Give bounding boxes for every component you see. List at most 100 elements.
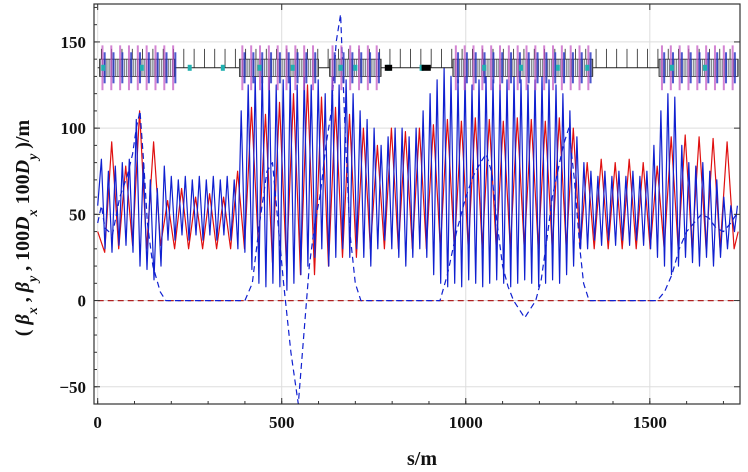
lattice-sextupole — [465, 52, 468, 84]
lattice-quadrupole — [552, 45, 555, 91]
x-tick-label: 1500 — [633, 413, 667, 432]
lattice-sextupole — [342, 52, 345, 84]
lattice-sextupole — [733, 52, 736, 84]
y-axis-title-part: β — [12, 314, 34, 326]
lattice-sextupole — [571, 52, 574, 84]
lattice-sextupole — [261, 52, 264, 84]
series-d-x-x100- — [97, 13, 737, 404]
axis-ticks: 0 500 1000 1500 −50 0 50 100 150 — [59, 4, 740, 432]
lattice-sextupole — [369, 52, 372, 84]
y-axis-title: ( βx , βy , 100Dx 100Dy )/m — [12, 119, 41, 336]
lattice-marker — [518, 64, 523, 71]
lattice-sextupole — [492, 52, 495, 84]
lattice-quadrupole — [312, 45, 315, 91]
lattice-marker — [187, 64, 192, 71]
y-tick-label: 0 — [78, 292, 87, 311]
lattice-quadrupole — [525, 45, 528, 91]
lattice-quadrupole — [303, 45, 306, 91]
x-tick-label: 500 — [269, 413, 295, 432]
lattice-quadrupole — [660, 45, 663, 91]
lattice-marker — [220, 64, 225, 71]
lattice-sextupole — [474, 52, 477, 84]
lattice-quadrupole — [454, 45, 457, 91]
lattice-sextupole — [698, 52, 701, 84]
y-axis-title-part: D — [12, 160, 34, 175]
y-axis-title-part: D — [12, 216, 34, 231]
y-axis-title-part: )/m — [12, 119, 34, 153]
lattice-sextupole — [112, 52, 115, 84]
lattice-sextupole — [377, 52, 380, 84]
y-axis-title-part: , 100 — [12, 231, 34, 276]
lattice-sextupole — [457, 52, 460, 84]
lattice-sextupole — [270, 52, 273, 84]
lattice-quadrupole — [154, 45, 157, 91]
lattice-sextupole — [563, 52, 566, 84]
lattice-sextupole — [121, 52, 124, 84]
lattice-marker — [101, 64, 106, 71]
lattice-sextupole — [680, 52, 683, 84]
lattice-sextupole — [156, 52, 159, 84]
lattice-quadrupole — [285, 45, 288, 91]
lattice-sextupole — [147, 52, 150, 84]
lattice-quadrupole — [507, 45, 510, 91]
lattice-sextupole — [287, 52, 290, 84]
lattice-quadrupole — [358, 45, 361, 91]
lattice-quadrupole — [560, 45, 563, 91]
lattice-quadrupole — [331, 45, 334, 91]
lattice-overlay — [97, 45, 739, 91]
lattice-quadrupole — [731, 45, 734, 91]
lattice-marker — [139, 64, 144, 71]
lattice-quadrupole — [516, 45, 519, 91]
lattice-quadrupole — [267, 45, 270, 91]
lattice-quadrupole — [136, 45, 139, 91]
lattice-quadrupole — [722, 45, 725, 91]
lattice-sextupole — [545, 52, 548, 84]
y-axis-title-part: y — [26, 153, 41, 162]
lattice-cavity — [384, 64, 393, 71]
lattice-marker — [585, 64, 590, 71]
lattice-sextupole — [360, 52, 363, 84]
lattice-quadrupole — [463, 45, 466, 91]
lattice-quadrupole — [366, 45, 369, 91]
lattice-marker — [353, 64, 358, 71]
lattice-marker — [669, 64, 674, 71]
lattice-sextupole — [296, 52, 299, 84]
lattice-sextupole — [165, 52, 168, 84]
y-tick-label: −50 — [59, 378, 86, 397]
lattice-sextupole — [707, 52, 710, 84]
lattice-sextupole — [174, 52, 177, 84]
lattice-quadrupole — [276, 45, 279, 91]
y-axis-title-part: β — [12, 281, 34, 293]
lattice-sextupole — [333, 52, 336, 84]
y-axis-title-part: 100 — [12, 174, 34, 209]
lattice-marker — [555, 64, 560, 71]
lattice-quadrupole — [499, 45, 502, 91]
lattice-sextupole — [501, 52, 504, 84]
lattice-quadrupole — [472, 45, 475, 91]
lattice-sextupole — [278, 52, 281, 84]
lattice-quadrupole — [145, 45, 148, 91]
lattice-sextupole — [527, 52, 530, 84]
lattice-marker — [482, 64, 487, 71]
lattice-quadrupole — [349, 45, 352, 91]
x-tick-label: 0 — [93, 413, 102, 432]
series-beta-y — [97, 67, 738, 291]
lattice-sextupole — [580, 52, 583, 84]
lattice-quadrupole — [678, 45, 681, 91]
lattice-sextupole — [243, 52, 246, 84]
lattice-quadrupole — [241, 45, 244, 91]
lattice-quadrupole — [696, 45, 699, 91]
lattice-sextupole — [351, 52, 354, 84]
lattice-sextupole — [725, 52, 728, 84]
lattice-sextupole — [314, 52, 317, 84]
lattice-marker — [257, 64, 262, 71]
lattice-cavity — [421, 64, 431, 71]
lattice-quadrupole — [490, 45, 493, 91]
lattice-quadrupole — [543, 45, 546, 91]
plot-frame — [93, 3, 741, 405]
lattice-quadrupole — [578, 45, 581, 91]
lattice-quadrupole — [127, 45, 130, 91]
y-tick-label: 150 — [61, 33, 87, 52]
lattice-quadrupole — [119, 45, 122, 91]
x-axis-title: s/m — [407, 448, 437, 470]
